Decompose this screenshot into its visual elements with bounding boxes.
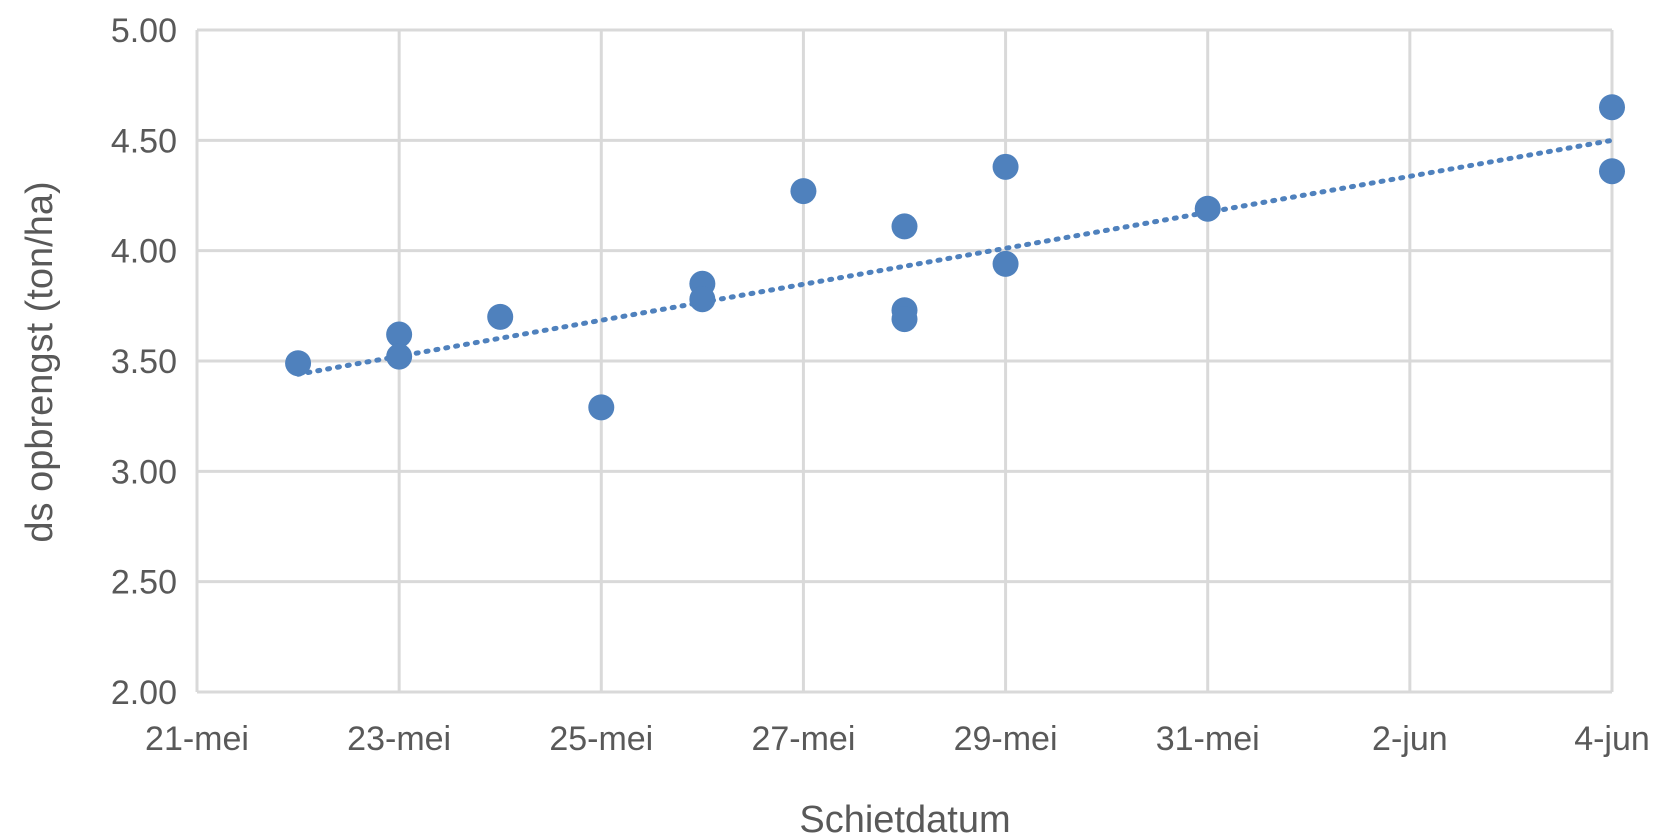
data-point	[386, 321, 413, 348]
trendline	[295, 137, 1615, 377]
x-tick-label: 25-mei	[549, 720, 653, 758]
y-tick-label: 5.00	[111, 12, 177, 50]
y-tick-label: 3.00	[111, 453, 177, 491]
x-tick-label: 4-jun	[1574, 720, 1650, 758]
x-tick-label: 29-mei	[954, 720, 1058, 758]
y-tick-label: 4.50	[111, 122, 177, 160]
x-tick-label: 27-mei	[751, 720, 855, 758]
data-point	[1599, 158, 1625, 185]
y-tick-label: 2.50	[111, 564, 177, 602]
x-tick-label: 2-jun	[1372, 720, 1448, 758]
trendline-layer	[295, 137, 1615, 377]
data-point	[1599, 94, 1625, 121]
data-point	[790, 178, 817, 205]
x-axis-title: Schietdatum	[799, 799, 1010, 838]
data-point	[891, 213, 918, 240]
tick-labels: 2.00 2.50 3.00 3.50 4.00 4.50 5.00 21-mei 23-mei…	[111, 12, 1650, 758]
data-point	[285, 350, 312, 377]
y-tick-label: 4.00	[111, 233, 177, 271]
data-point	[487, 303, 514, 330]
data-point	[386, 343, 413, 370]
y-axis-title: ds opbrengst (ton/ha)	[19, 181, 61, 542]
y-tick-label: 2.00	[111, 674, 177, 712]
x-tick-label: 23-mei	[347, 720, 451, 758]
data-points	[285, 94, 1625, 421]
data-point	[689, 286, 716, 313]
data-point	[1194, 195, 1221, 222]
x-tick-label: 31-mei	[1156, 720, 1260, 758]
grid	[195, 28, 1614, 694]
data-point	[891, 306, 918, 333]
x-tick-label: 21-mei	[145, 720, 249, 758]
data-point	[992, 153, 1019, 180]
data-point	[588, 394, 615, 421]
data-point	[992, 250, 1019, 277]
y-tick-label: 3.50	[111, 343, 177, 381]
